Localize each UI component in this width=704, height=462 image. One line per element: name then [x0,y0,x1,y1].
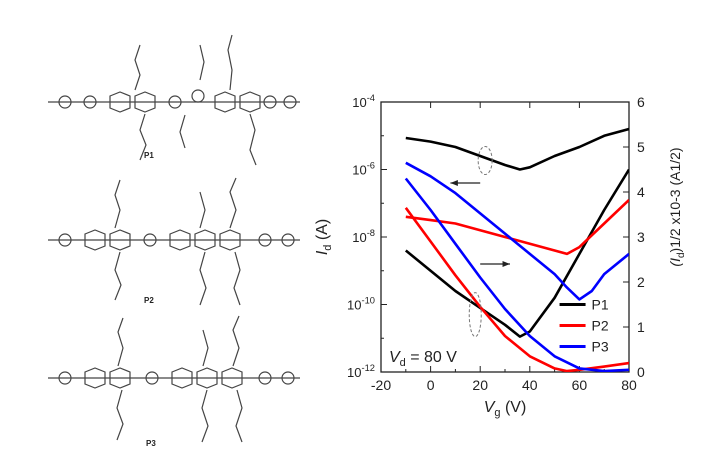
y-right-tick-label: 4 [637,184,645,200]
structure-p3: P3 [48,315,300,448]
transfer-curve-ellipse [468,292,482,338]
y-right-tick-label: 0 [637,364,645,380]
series-p3-sqrt-line [404,177,629,372]
y-right-axis-label: (Id)1/2 x10-3 (A1/2) [667,147,687,266]
x-axis-label: Vg (V) [484,399,527,419]
transfer-curve-chart: -20 0 20 40 60 80 10-12 10-10 10-8 10-6 10-4 0 1 2 3 4 5… [314,93,687,419]
y-right-tick-label: 5 [637,139,645,155]
structure-p1: P1 [48,34,300,166]
structure-p3-label: P3 [146,439,156,448]
series-layer [404,127,629,372]
y-right-tick-label: 2 [637,274,645,290]
y-left-tick-label: 10-10 [347,296,375,313]
x-tick-label: -20 [371,377,391,393]
structure-p2: P2 [48,177,300,306]
x-tick-label: 40 [522,377,538,393]
structure-p2-label: P2 [144,296,154,305]
legend-label-p2: P2 [592,318,609,334]
x-tick-label: 20 [472,377,488,393]
y-right-tick-label: 3 [637,229,645,245]
chemical-structures: P1 P2 P3 [48,34,300,448]
legend-label-p3: P3 [592,339,609,355]
series-p3-transfer-line [405,161,629,301]
structure-p1-label: P1 [144,151,154,160]
left-axis-arrowhead [450,180,458,186]
series-p2-transfer-line [405,198,629,256]
vd-annotation: Vd = 80 V [389,349,457,369]
legend-label-p1: P1 [592,297,609,313]
x-tick-label: 80 [621,377,637,393]
series-p1-sqrt-line [405,127,629,171]
y-left-tick-label: 10-6 [352,161,375,178]
y-left-tick-label: 10-4 [352,93,375,110]
x-tick-label: 0 [427,377,435,393]
y-left-tick-label: 10-12 [347,363,375,380]
y-right-tick-label: 1 [637,319,645,335]
annotation-layer: P1 P2 P3 Vd = 80 V [389,146,609,369]
right-axis-arrowhead [502,261,510,267]
x-tick-label: 60 [572,377,588,393]
y-left-axis-label: Id (A) [314,219,334,255]
axes-layer: -20 0 20 40 60 80 10-12 10-10 10-8 10-6 10-4 0 1 2 3 4 5… [314,93,687,419]
sqrt-curve-ellipse [477,146,493,175]
y-left-tick-label: 10-8 [352,228,375,245]
y-right-tick-label: 6 [637,94,645,110]
